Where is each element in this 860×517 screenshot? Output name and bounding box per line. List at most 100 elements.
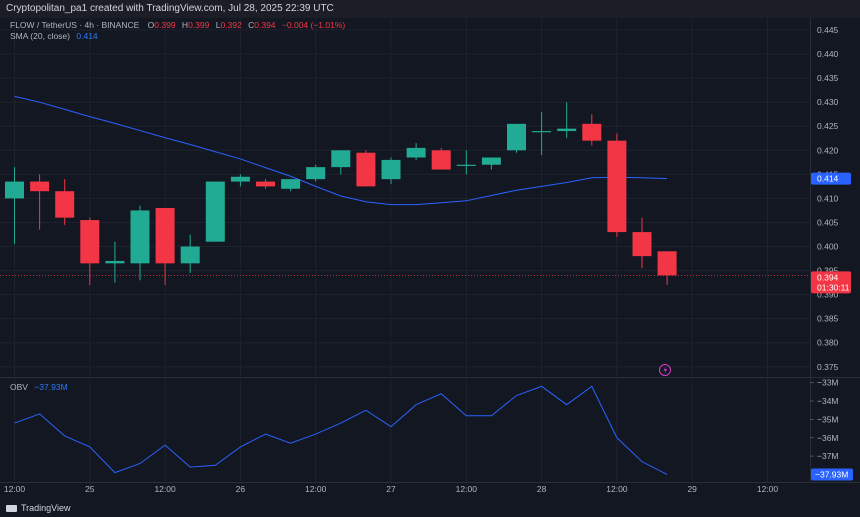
candle-body — [155, 208, 175, 264]
candle-body — [130, 210, 150, 264]
candle-body — [256, 181, 275, 187]
change-value: −0.004 (−1.01%) — [281, 20, 346, 30]
candle-body — [331, 150, 351, 168]
candle — [180, 234, 200, 273]
time-tick-label: 29 — [687, 484, 697, 494]
price-legend: FLOW / TetherUS · 4h · BINANCE O 0.399 H 0… — [10, 20, 345, 30]
candle-body — [105, 260, 125, 264]
price-tick-label: 0.405 — [817, 217, 839, 227]
candle-body — [5, 181, 24, 199]
time-tick-label: 25 — [85, 484, 95, 494]
header-bar: Cryptopolitan_pa1 created with TradingVi… — [0, 0, 860, 18]
sma-label: SMA (20, close) — [10, 31, 70, 41]
candle-body — [356, 152, 376, 187]
candle — [406, 143, 426, 160]
close-value: 0.394 — [254, 20, 276, 30]
candle — [557, 102, 577, 139]
obv-label: OBV — [10, 382, 28, 392]
open-label: O — [147, 20, 155, 30]
candle-body — [632, 232, 652, 257]
candle — [230, 174, 250, 187]
price-tick-label: 0.410 — [817, 193, 839, 203]
tradingview-icon — [6, 504, 17, 512]
obv-value: −37.93M — [34, 382, 68, 392]
candle-body — [481, 157, 501, 165]
candle-body — [281, 179, 301, 189]
candle-body — [557, 128, 577, 132]
time-tick-label: 28 — [537, 484, 547, 494]
time-tick-label: 12:00 — [154, 484, 176, 494]
tradingview-logo[interactable]: TradingView — [6, 503, 71, 513]
price-tick-label: 0.375 — [817, 362, 839, 372]
obv-value-badge-label: −37.93M — [815, 469, 848, 479]
sma-legend[interactable]: SMA (20, close) 0.414 — [10, 31, 98, 41]
obv-tick-label: −33M — [817, 378, 839, 388]
candle — [532, 111, 552, 156]
candle-body — [381, 159, 401, 180]
price-tick-label: 0.380 — [817, 338, 839, 348]
sma-layer — [14, 95, 668, 206]
candle — [306, 164, 326, 182]
price-tick-label: 0.395 — [817, 266, 839, 276]
time-tick-label: 12:00 — [606, 484, 628, 494]
time-tick-label: 12:00 — [456, 484, 478, 494]
price-tick-label: 0.430 — [817, 97, 839, 107]
price-tick-label: 0.390 — [817, 290, 839, 300]
last-price-badge — [811, 271, 851, 294]
symbol-label: FLOW / TetherUS · 4h · BINANCE — [10, 20, 140, 30]
candle — [632, 217, 652, 269]
candle-body — [657, 251, 677, 276]
candle-body — [507, 123, 526, 151]
price-tick-label: 0.445 — [817, 25, 839, 35]
candle-body — [582, 123, 602, 141]
candle — [331, 150, 351, 175]
candle — [5, 167, 24, 245]
candle-body — [180, 246, 200, 264]
obv-tick-label: −37M — [817, 451, 839, 461]
tradingview-logo-text: TradingView — [21, 503, 71, 513]
low-label: L — [215, 20, 221, 30]
obv-legend[interactable]: OBV −37.93M — [10, 382, 68, 392]
price-tick-label: 0.420 — [817, 145, 839, 155]
price-tick-label: 0.435 — [817, 73, 839, 83]
candle — [30, 174, 50, 230]
obv-tick-label: −36M — [817, 433, 839, 443]
obv-tick-label: −34M — [817, 396, 839, 406]
candle — [105, 241, 125, 283]
candle-layer — [5, 102, 677, 285]
price-tick-label: 0.440 — [817, 49, 839, 59]
time-tick-label: 27 — [386, 484, 396, 494]
axis-layer: 0.4450.4400.4350.4300.4250.4200.4150.410… — [4, 25, 853, 494]
candle — [356, 150, 376, 187]
candle — [130, 205, 150, 281]
candle — [431, 147, 451, 170]
obv-line — [14, 385, 668, 475]
obv-layer — [14, 385, 668, 475]
candle — [55, 179, 75, 225]
alert-icon[interactable] — [659, 364, 671, 376]
candle — [582, 114, 602, 146]
obv-tick-label: −35M — [817, 414, 839, 424]
sma-price-badge — [811, 172, 851, 185]
candle-body — [80, 220, 100, 264]
candle-body — [607, 140, 627, 233]
high-value: 0.399 — [188, 20, 210, 30]
candle — [481, 157, 501, 170]
time-tick-label: 12:00 — [4, 484, 26, 494]
header-text: Cryptopolitan_pa1 created with TradingVi… — [6, 3, 334, 14]
candle — [205, 181, 225, 242]
sma-price-badge-label: 0.414 — [817, 174, 839, 184]
candle — [456, 150, 476, 175]
time-tick-label: 12:00 — [305, 484, 327, 494]
candle — [80, 217, 100, 285]
time-tick-label: 12:00 — [757, 484, 779, 494]
high-label: H — [181, 20, 189, 30]
obv-value-badge — [811, 468, 853, 481]
close-label: C — [248, 20, 255, 30]
candle-body — [30, 181, 50, 192]
chart-grid — [0, 18, 860, 483]
candle — [657, 251, 677, 285]
candle — [155, 208, 175, 285]
candle-body — [406, 147, 426, 158]
